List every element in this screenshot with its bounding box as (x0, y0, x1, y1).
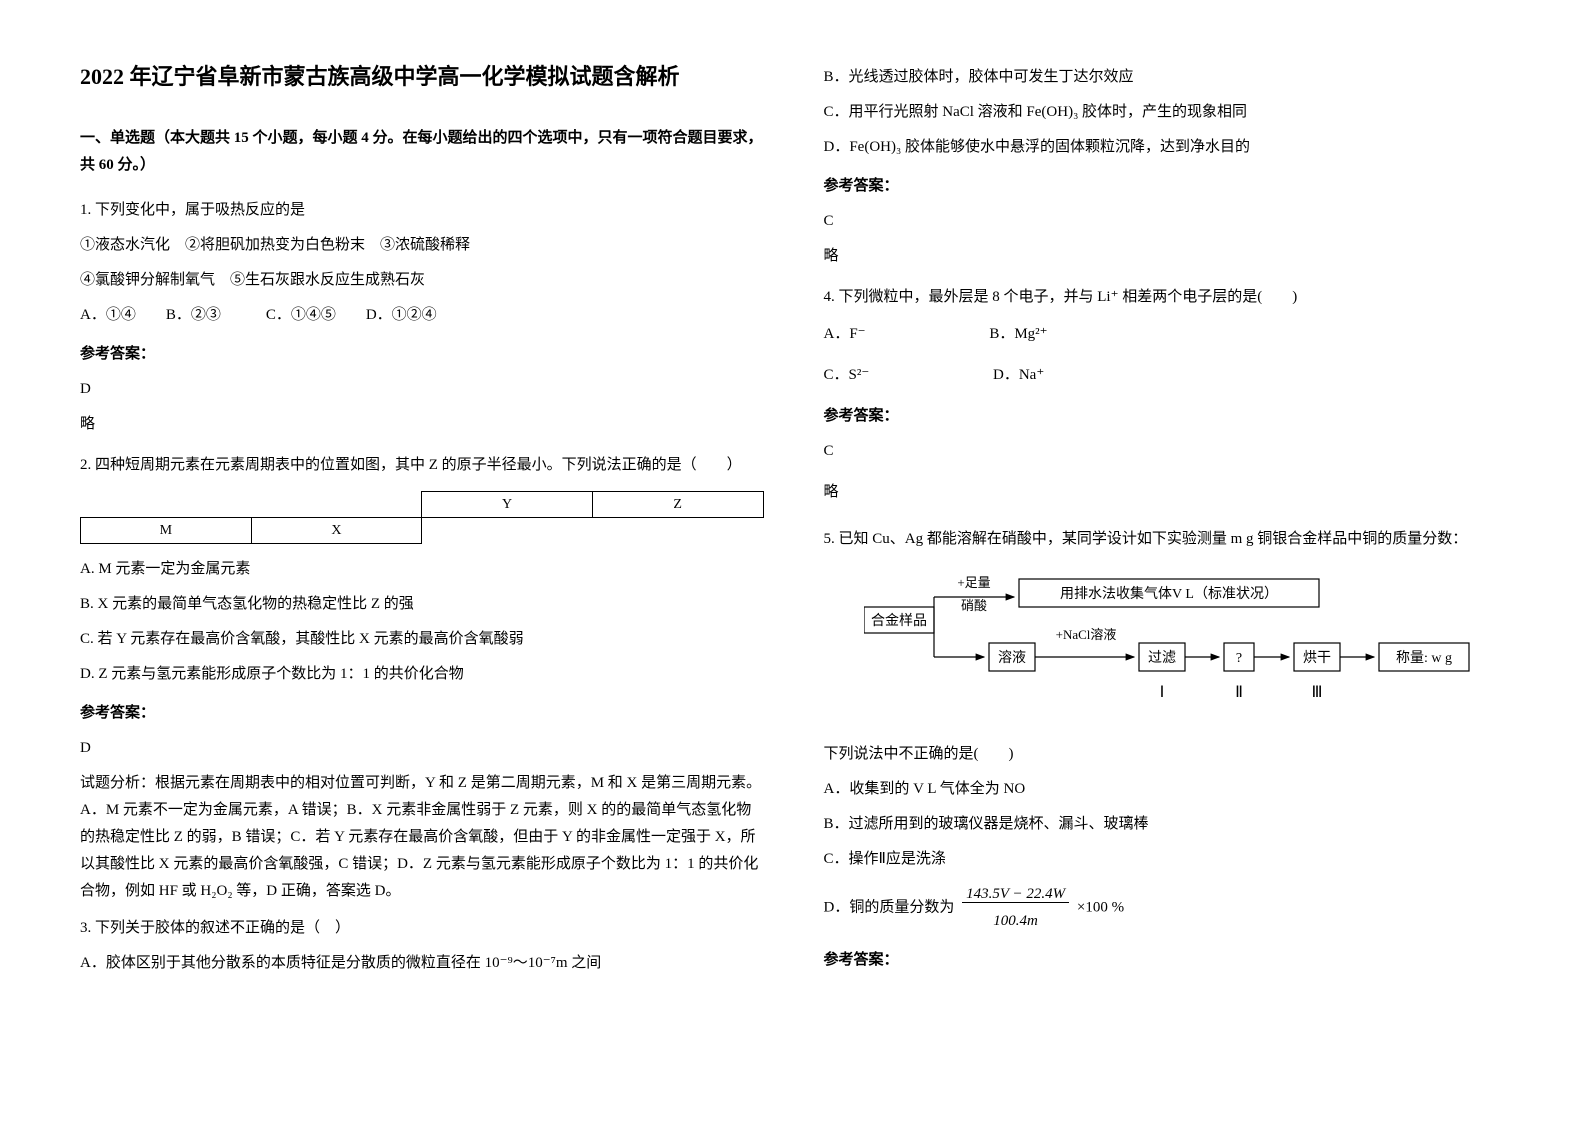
q1-options: A．①④ B．②③ C．①④⑤ D．①②④ (80, 302, 764, 329)
q4-optD: D．Na⁺ (993, 362, 1044, 389)
q4-answer: C (824, 438, 1508, 465)
q4-brief: 略 (824, 479, 1508, 506)
left-column: 2022 年辽宁省阜新市蒙古族高级中学高一化学模拟试题含解析 一、单选题（本大题… (80, 60, 764, 1062)
q5-optD-formula: 143.5V − 22.4W 100.4m (962, 881, 1069, 935)
q1-line1: ①液态水汽化 ②将胆矾加热变为白色粉末 ③浓硫酸稀释 (80, 232, 764, 259)
flow-q: ? (1235, 651, 1241, 666)
cell-m: M (81, 518, 252, 544)
flow-add1-2: 硝酸 (960, 598, 986, 613)
right-column: B．光线透过胶体时，胶体中可发生丁达尔效应 C．用平行光照射 NaCl 溶液和 … (824, 60, 1508, 1062)
q1-brief: 略 (80, 411, 764, 438)
q2-optB: B. X 元素的最简单气态氢化物的热稳定性比 Z 的强 (80, 591, 764, 618)
q4-options-row2: C．S²⁻ D．Na⁺ (824, 362, 1508, 389)
q5-optD-den: 100.4m (989, 913, 1042, 929)
q2-optC: C. 若 Y 元素存在最高价含氧酸，其酸性比 X 元素的最高价含氧酸弱 (80, 626, 764, 653)
q2-optD: D. Z 元素与氢元素能形成原子个数比为 1：1 的共价化合物 (80, 661, 764, 688)
cell-x: X (251, 518, 422, 544)
q3-answer-label: 参考答案： (824, 173, 1508, 200)
flow-step2: Ⅱ (1235, 684, 1243, 701)
q3-brief: 略 (824, 243, 1508, 270)
flow-box-sample: 合金样品 (871, 613, 927, 629)
cell-empty (251, 492, 422, 518)
cell-z: Z (592, 492, 763, 518)
q4-options-row1: A．F⁻ B．Mg²⁺ (824, 321, 1508, 348)
q5-answer-label: 参考答案： (824, 947, 1508, 974)
q5-sub-stem: 下列说法中不正确的是( ) (824, 741, 1508, 768)
q3-optB: B．光线透过胶体时，胶体中可发生丁达尔效应 (824, 64, 1508, 91)
q4-optC: C．S²⁻ (824, 362, 870, 389)
cell-empty (422, 518, 593, 544)
q5-optB: B．过滤所用到的玻璃仪器是烧杯、漏斗、玻璃棒 (824, 811, 1508, 838)
flow-dry: 烘干 (1303, 650, 1331, 666)
flow-add1: +足量 (957, 575, 990, 590)
q5-optD-num: 143.5V − 22.4W (962, 886, 1069, 903)
cell-empty (592, 518, 763, 544)
q5-optD: D．铜的质量分数为 143.5V − 22.4W 100.4m ×100 % (824, 881, 1508, 935)
q3-optC: C．用平行光照射 NaCl 溶液和 Fe(OH)₃ 胶体时，产生的现象相同 (824, 99, 1508, 126)
q1-line2: ④氯酸钾分解制氧气 ⑤生石灰跟水反应生成熟石灰 (80, 267, 764, 294)
q4-optA: A．F⁻ (824, 321, 866, 348)
q5-stem: 5. 已知 Cu、Ag 都能溶解在硝酸中，某同学设计如下实验测量 m g 铜银合… (824, 526, 1508, 553)
q4-answer-label: 参考答案： (824, 403, 1508, 430)
q5-optC: C．操作Ⅱ应是洗涤 (824, 846, 1508, 873)
q5-flowchart: 合金样品 +足量 硝酸 用排水法收集气体V L（标准状况） 溶液 +NaCl溶液… (864, 567, 1508, 727)
q4-optB: B．Mg²⁺ (989, 321, 1047, 348)
q2-optA: A. M 元素一定为金属元素 (80, 556, 764, 583)
q2-period-table-diagram: Y Z M X (80, 491, 764, 544)
q1-stem: 1. 下列变化中，属于吸热反应的是 (80, 197, 764, 224)
flowchart-svg: 合金样品 +足量 硝酸 用排水法收集气体V L（标准状况） 溶液 +NaCl溶液… (864, 567, 1484, 717)
q3-optA: A．胶体区别于其他分散系的本质特征是分散质的微粒直径在 10⁻⁹～10⁻⁷m 之… (80, 950, 764, 977)
flow-add2: +NaCl溶液 (1055, 627, 1116, 642)
page-container: 2022 年辽宁省阜新市蒙古族高级中学高一化学模拟试题含解析 一、单选题（本大题… (80, 60, 1507, 1062)
document-title: 2022 年辽宁省阜新市蒙古族高级中学高一化学模拟试题含解析 (80, 60, 764, 93)
flow-step1: Ⅰ (1159, 684, 1164, 701)
q3-stem: 3. 下列关于胶体的叙述不正确的是（ ） (80, 915, 764, 942)
q1-answer-label: 参考答案： (80, 341, 764, 368)
section-1-header: 一、单选题（本大题共 15 个小题，每小题 4 分。在每小题给出的四个选项中，只… (80, 125, 764, 179)
q2-analysis: 试题分析：根据元素在周期表中的相对位置可判断，Y 和 Z 是第二周期元素，M 和… (80, 770, 764, 905)
q5-optD-prefix: D．铜的质量分数为 (824, 899, 955, 915)
cell-empty (81, 492, 252, 518)
q1-answer: D (80, 376, 764, 403)
q3-answer: C (824, 208, 1508, 235)
q5-optD-suffix: ×100 % (1077, 899, 1124, 915)
q2-stem: 2. 四种短周期元素在元素周期表中的位置如图，其中 Z 的原子半径最小。下列说法… (80, 452, 764, 479)
flow-filter: 过滤 (1148, 650, 1176, 666)
q4-stem: 4. 下列微粒中，最外层是 8 个电子，并与 Li⁺ 相差两个电子层的是( ) (824, 284, 1508, 311)
flow-gas: 用排水法收集气体V L（标准状况） (1060, 585, 1278, 602)
q2-answer-label: 参考答案： (80, 700, 764, 727)
flow-solution: 溶液 (998, 650, 1026, 666)
q2-answer: D (80, 735, 764, 762)
flow-weigh: 称量: w g (1396, 650, 1452, 666)
flow-step3: Ⅲ (1311, 684, 1322, 701)
cell-y: Y (422, 492, 593, 518)
q3-optD: D．Fe(OH)₃ 胶体能够使水中悬浮的固体颗粒沉降，达到净水目的 (824, 134, 1508, 161)
q5-optA: A．收集到的 V L 气体全为 NO (824, 776, 1508, 803)
